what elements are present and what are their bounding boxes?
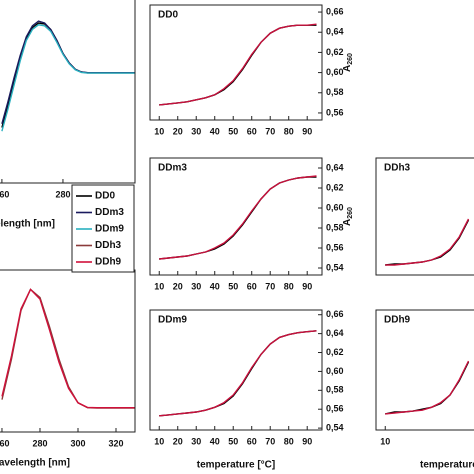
x-axis-label: temperature [°C] [420, 460, 474, 471]
plot-frame [149, 157, 323, 276]
data-line [159, 23, 317, 106]
x-tick-label: 260 [0, 438, 9, 448]
x-tick-label: 20 [173, 126, 183, 136]
legend-label: DDh3 [95, 240, 122, 251]
y-axis-label: A260 [342, 207, 354, 226]
x-tick-label: 20 [173, 436, 183, 446]
data-line [159, 330, 317, 417]
x-tick-label: 40 [210, 436, 220, 446]
x-tick-label: 300 [70, 438, 85, 448]
y-axis-label-main: A [342, 219, 353, 226]
y-tick-label: 0,64 [326, 27, 344, 37]
x-tick-label: 70 [265, 281, 275, 291]
x-tick-label: 30 [191, 126, 201, 136]
y-tick-label: 0,62 [326, 47, 344, 57]
panel-title: DD0 [158, 10, 178, 21]
x-tick-label: 50 [228, 436, 238, 446]
plot-frame [375, 157, 474, 276]
panel-title: DDm9 [158, 315, 187, 326]
x-tick-label: 320 [108, 438, 123, 448]
x-tick-label: 80 [284, 281, 294, 291]
data-line [159, 330, 317, 417]
panel-title: DDh9 [384, 315, 411, 326]
x-axis-label: temperature [°C] [197, 460, 275, 471]
y-axis-label: A260 [342, 53, 354, 72]
x-tick-label: 70 [265, 436, 275, 446]
x-tick-label: 280 [32, 438, 47, 448]
y-axis-label-main: A [342, 65, 353, 72]
legend-label: DDm9 [95, 224, 124, 235]
x-tick-label: 10 [154, 281, 164, 291]
data-line [1, 24, 135, 132]
legend-label: DDm3 [95, 207, 124, 218]
data-line [385, 361, 470, 415]
x-tick-label: 50 [228, 281, 238, 291]
x-axis-label: wavelength [nm] [0, 219, 55, 230]
legend-label: DD0 [95, 191, 115, 202]
x-tick-label: 40 [210, 281, 220, 291]
plot-frame [149, 309, 323, 431]
x-tick-label: 10 [154, 436, 164, 446]
x-tick-label: 20 [173, 281, 183, 291]
x-tick-label: 60 [247, 281, 257, 291]
panel-title: DDh3 [384, 163, 411, 174]
x-tick-label: 80 [284, 436, 294, 446]
legend-label: DDh9 [95, 257, 122, 268]
plot-frame [149, 4, 323, 121]
y-tick-label: 0,54 [326, 262, 344, 272]
data-line [385, 218, 470, 266]
x-tick-label: 70 [265, 126, 275, 136]
y-tick-label: 0,60 [326, 202, 344, 212]
data-line [1, 288, 135, 409]
panel-title: DDm3 [158, 163, 187, 174]
x-tick-label: 30 [191, 436, 201, 446]
x-tick-label: 10 [380, 436, 390, 446]
y-tick-label: 0,58 [326, 385, 344, 395]
x-tick-label: 90 [302, 281, 312, 291]
data-line [1, 22, 135, 128]
data-line [159, 175, 317, 260]
data-line [385, 360, 470, 415]
x-tick-label: 40 [210, 126, 220, 136]
y-tick-label: 0,54 [326, 422, 344, 432]
y-axis-label-sub: 260 [347, 207, 354, 219]
x-tick-label: 50 [228, 126, 238, 136]
y-tick-label: 0,66 [326, 309, 344, 319]
y-tick-label: 0,56 [326, 404, 344, 414]
x-tick-label: 60 [247, 126, 257, 136]
y-tick-label: 0,62 [326, 347, 344, 357]
y-tick-label: 0,58 [326, 222, 344, 232]
x-tick-label: 90 [302, 126, 312, 136]
x-tick-label: 10 [154, 126, 164, 136]
x-tick-label: 260 [0, 189, 9, 199]
data-line [159, 176, 317, 260]
plot-frame [0, 0, 136, 184]
x-axis-label: wavelength [nm] [0, 458, 70, 469]
y-tick-label: 0,66 [326, 6, 344, 16]
x-tick-label: 80 [284, 126, 294, 136]
x-tick-label: 90 [302, 436, 312, 446]
y-tick-label: 0,56 [326, 242, 344, 252]
y-tick-label: 0,58 [326, 87, 344, 97]
data-line [385, 219, 470, 266]
x-tick-label: 30 [191, 281, 201, 291]
x-tick-label: 280 [55, 189, 70, 199]
y-tick-label: 0,62 [326, 182, 344, 192]
y-axis-label-sub: 260 [347, 53, 354, 65]
plot-frame [375, 309, 474, 431]
y-tick-label: 0,56 [326, 107, 344, 117]
y-tick-label: 0,64 [326, 328, 344, 338]
x-tick-label: 60 [247, 436, 257, 446]
y-tick-label: 0,60 [326, 67, 344, 77]
y-tick-label: 0,64 [326, 162, 344, 172]
plot-frame [0, 269, 136, 433]
y-tick-label: 0,60 [326, 366, 344, 376]
data-line [159, 24, 317, 106]
